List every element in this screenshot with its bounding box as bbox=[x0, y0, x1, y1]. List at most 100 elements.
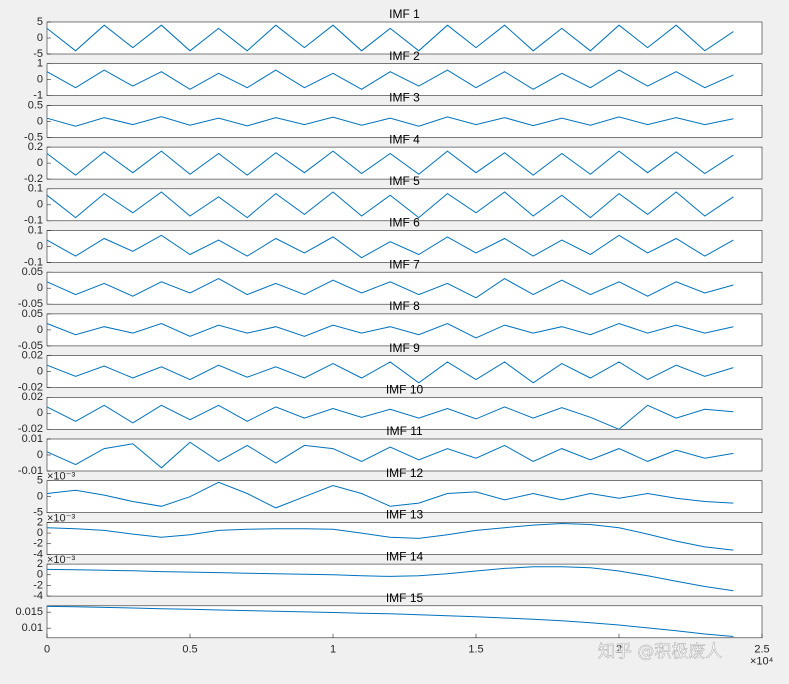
y-tick-label: -4 bbox=[33, 548, 43, 560]
subplot-title: IMF 1 bbox=[389, 7, 420, 21]
imf-line bbox=[46, 234, 734, 259]
y-tick-label: 2 bbox=[37, 516, 43, 528]
y-tick-label: 0 bbox=[37, 324, 43, 336]
y-multiplier: ×10⁻³ bbox=[47, 512, 75, 524]
y-multiplier: ×10⁻³ bbox=[47, 471, 75, 483]
imf-line bbox=[46, 441, 734, 469]
y-tick-label: 5 bbox=[37, 475, 43, 487]
subplot-title: IMF 9 bbox=[389, 341, 420, 355]
y-tick-label: -2 bbox=[33, 538, 43, 550]
axes-box bbox=[46, 63, 763, 97]
axes-box bbox=[46, 313, 763, 347]
subplot-title: IMF 7 bbox=[389, 257, 420, 271]
y-tick-label: 0.1 bbox=[28, 224, 43, 236]
x-tick-label: 0.5 bbox=[182, 644, 197, 656]
imf-line bbox=[46, 24, 734, 52]
y-tick-label: -5 bbox=[33, 48, 43, 60]
subplot-title: IMF 14 bbox=[386, 549, 424, 563]
watermark: 知乎 @积极废人 bbox=[598, 642, 722, 662]
subplot-title: IMF 12 bbox=[386, 466, 424, 480]
y-tick-label: 0.01 bbox=[22, 622, 43, 634]
y-tick-label: 0 bbox=[37, 115, 43, 127]
imf-line bbox=[46, 566, 734, 592]
x-tick-label: 2 bbox=[616, 644, 622, 656]
y-tick-label: 0.015 bbox=[15, 606, 43, 618]
y-tick-label: -0.5 bbox=[24, 131, 43, 143]
y-tick-label: 2 bbox=[37, 558, 43, 570]
subplot-title: IMF 13 bbox=[386, 508, 424, 522]
subplot-title: IMF 15 bbox=[386, 591, 424, 605]
axes-box bbox=[46, 21, 763, 55]
y-multiplier: ×10⁻³ bbox=[47, 554, 75, 566]
y-tick-label: 1 bbox=[37, 58, 43, 70]
axes-box bbox=[46, 146, 763, 180]
y-tick-label: 0 bbox=[37, 366, 43, 378]
y-tick-label: -0.1 bbox=[24, 215, 43, 227]
subplot-title: IMF 2 bbox=[389, 49, 420, 63]
y-tick-label: 0 bbox=[37, 199, 43, 211]
axes-box bbox=[46, 480, 763, 514]
y-tick-label: -5 bbox=[33, 507, 43, 519]
subplot-title: IMF 3 bbox=[389, 91, 420, 105]
imf-line bbox=[46, 605, 734, 637]
subplot-title: IMF 4 bbox=[389, 132, 420, 146]
y-tick-label: 0 bbox=[37, 282, 43, 294]
imf-line bbox=[46, 150, 734, 176]
y-tick-label: 0 bbox=[37, 240, 43, 252]
subplot-title: IMF 6 bbox=[389, 216, 420, 230]
x-tick-label: 1 bbox=[330, 644, 336, 656]
subplot-title: IMF 8 bbox=[389, 299, 420, 313]
y-tick-label: -1 bbox=[33, 90, 43, 102]
y-tick-label: -0.05 bbox=[18, 298, 43, 310]
subplot-title: IMF 11 bbox=[386, 424, 423, 438]
y-tick-label: -0.01 bbox=[18, 465, 43, 477]
y-tick-label: -0.02 bbox=[18, 423, 43, 435]
imf-line bbox=[46, 278, 734, 299]
y-tick-label: 0.02 bbox=[22, 350, 43, 362]
imf-line bbox=[46, 116, 734, 127]
y-tick-label: 0 bbox=[37, 407, 43, 419]
imf-line bbox=[46, 322, 734, 339]
imf-line bbox=[46, 522, 734, 551]
y-tick-label: -4 bbox=[33, 590, 43, 602]
y-tick-label: 0.05 bbox=[22, 266, 43, 278]
imf-line bbox=[46, 69, 734, 90]
x-tick-label: 1.5 bbox=[468, 644, 483, 656]
imf-line bbox=[46, 404, 734, 430]
y-tick-label: 0 bbox=[37, 449, 43, 461]
y-tick-label: 0.02 bbox=[22, 391, 43, 403]
axes-box bbox=[46, 563, 763, 597]
y-tick-label: 5 bbox=[37, 16, 43, 28]
y-tick-label: 0 bbox=[37, 569, 43, 581]
x-tick-label: 0 bbox=[44, 644, 50, 656]
y-tick-label: 0.2 bbox=[28, 141, 43, 153]
y-tick-label: -0.1 bbox=[24, 256, 43, 268]
y-tick-label: 0 bbox=[37, 32, 43, 44]
y-tick-label: 0.5 bbox=[28, 99, 43, 111]
axes-box bbox=[46, 605, 763, 639]
axes-box bbox=[46, 230, 763, 263]
axes-box bbox=[46, 105, 763, 138]
y-tick-label: 0.1 bbox=[28, 183, 43, 195]
y-tick-label: 0 bbox=[37, 527, 43, 539]
y-tick-label: 0 bbox=[37, 74, 43, 86]
y-tick-label: 0.05 bbox=[22, 308, 43, 320]
y-tick-label: 0.01 bbox=[22, 433, 43, 445]
x-multiplier: ×10⁴ bbox=[750, 656, 774, 668]
subplot-title: IMF 5 bbox=[389, 174, 420, 188]
y-tick-label: 0 bbox=[37, 491, 43, 503]
axes-box bbox=[46, 188, 763, 222]
imf-line bbox=[46, 481, 734, 509]
imf-line bbox=[46, 361, 734, 384]
y-tick-label: -2 bbox=[33, 579, 43, 591]
subplot-title: IMF 10 bbox=[386, 382, 424, 396]
y-tick-label: -0.02 bbox=[18, 382, 43, 394]
imf-line bbox=[46, 191, 734, 219]
x-tick-label: 2.5 bbox=[754, 644, 769, 656]
axes-box bbox=[46, 522, 763, 555]
y-tick-label: 0 bbox=[37, 157, 43, 169]
y-tick-label: -0.2 bbox=[24, 173, 43, 185]
y-tick-label: -0.05 bbox=[18, 340, 43, 352]
axes-box bbox=[46, 438, 763, 472]
